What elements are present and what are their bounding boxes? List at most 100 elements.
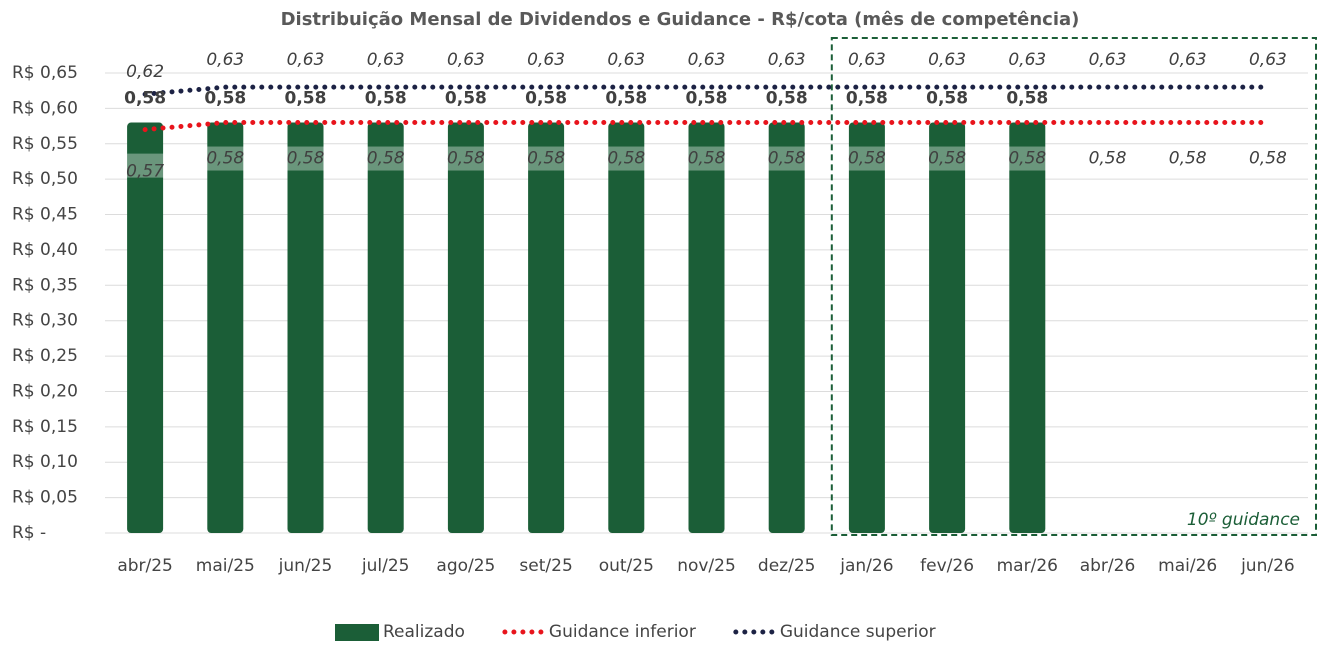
- line: [142, 84, 1271, 97]
- y-tick-label: R$ 0,45: [12, 205, 78, 225]
- data-label: 0,58: [124, 89, 166, 109]
- x-tick-label: out/25: [599, 556, 654, 576]
- data-label: 0,58: [287, 149, 325, 169]
- data-label-bg: [118, 153, 173, 178]
- bar: [367, 122, 404, 534]
- data-label: 0,58: [607, 149, 645, 169]
- data-label: 0,63: [607, 50, 645, 70]
- x-tick-label: jul/25: [361, 556, 410, 576]
- data-label-bg: [1000, 146, 1055, 171]
- data-label: 0,63: [367, 50, 405, 70]
- data-label-bg: [599, 146, 654, 171]
- guidance-box: [830, 37, 1317, 536]
- bar: [287, 122, 324, 534]
- x-tick-label: mai/25: [196, 556, 255, 576]
- data-label: 0,58: [1008, 149, 1046, 169]
- x-tick-label: jan/26: [839, 556, 893, 576]
- data-label: 0,58: [848, 149, 886, 169]
- data-label: 0,58: [445, 89, 487, 109]
- data-label: 0,63: [1089, 50, 1127, 70]
- x-tick-label: jun/26: [1240, 556, 1295, 576]
- data-label: 0,58: [1089, 149, 1127, 169]
- data-label: 0,63: [1008, 50, 1046, 70]
- data-label-bg: [920, 146, 975, 171]
- legend-label: Guidance inferior: [549, 622, 696, 641]
- y-tick-label: R$ -: [12, 523, 46, 543]
- x-tick-label: nov/25: [677, 556, 736, 576]
- bar: [688, 122, 725, 534]
- data-label-bg: [1240, 146, 1295, 171]
- y-tick-label: R$ 0,55: [12, 134, 78, 154]
- bar: [608, 122, 645, 534]
- data-label: 0,58: [605, 89, 647, 109]
- x-tick-label: set/25: [519, 556, 572, 576]
- x-tick-label: mai/26: [1158, 556, 1217, 576]
- data-label: 0,63: [287, 50, 325, 70]
- legend-swatch: [335, 624, 379, 641]
- data-label: 0,58: [527, 149, 565, 169]
- data-label: 0,58: [846, 89, 888, 109]
- data-label: 0,58: [447, 149, 485, 169]
- y-tick-label: R$ 0,40: [12, 240, 78, 260]
- data-label: 0,63: [206, 50, 244, 70]
- y-tick-label: R$ 0,05: [12, 488, 78, 508]
- bar: [447, 122, 484, 534]
- data-label-bg: [198, 146, 253, 171]
- data-label-bg: [839, 146, 894, 171]
- y-tick-label: R$ 0,35: [12, 275, 78, 295]
- data-label: 0,58: [928, 149, 966, 169]
- bar: [528, 122, 565, 534]
- y-tick-label: R$ 0,15: [12, 417, 78, 437]
- data-label: 0,58: [926, 89, 968, 109]
- annotation: 10º guidance: [1187, 510, 1300, 530]
- data-label-bg: [1080, 146, 1135, 171]
- data-label: 0,58: [1169, 149, 1207, 169]
- data-label: 0,63: [848, 50, 886, 70]
- x-tick-label: dez/25: [758, 556, 816, 576]
- y-tick-label: R$ 0,60: [12, 98, 78, 118]
- x-tick-label: jun/25: [278, 556, 333, 576]
- data-label: 0,62: [126, 62, 164, 82]
- data-label: 0,63: [1169, 50, 1207, 70]
- data-label: 0,58: [1249, 149, 1287, 169]
- data-label-bg: [278, 146, 333, 171]
- x-tick-label: fev/26: [920, 556, 974, 576]
- data-label: 0,63: [928, 50, 966, 70]
- y-tick-label: R$ 0,65: [12, 63, 78, 83]
- x-tick-label: ago/25: [436, 556, 495, 576]
- bar: [848, 122, 885, 534]
- bar: [768, 122, 805, 534]
- y-tick-label: R$ 0,10: [12, 452, 78, 472]
- data-label: 0,63: [1249, 50, 1287, 70]
- data-label: 0,57: [126, 162, 164, 182]
- data-label-bg: [358, 146, 413, 171]
- data-label: 0,58: [768, 149, 806, 169]
- data-label: 0,58: [367, 149, 405, 169]
- legend-label: Guidance superior: [780, 622, 936, 641]
- x-tick-label: mar/26: [997, 556, 1058, 576]
- bar: [929, 122, 966, 534]
- data-label: 0,63: [688, 50, 726, 70]
- legend-label: Realizado: [383, 622, 465, 641]
- data-label-bg: [759, 146, 814, 171]
- x-tick-label: abr/26: [1080, 556, 1136, 576]
- x-tick-label: abr/25: [117, 556, 173, 576]
- line: [142, 120, 1271, 133]
- bar: [1009, 122, 1046, 534]
- data-label: 0,58: [766, 89, 808, 109]
- data-label-bg: [679, 146, 734, 171]
- data-label: 0,58: [285, 89, 327, 109]
- y-tick-label: R$ 0,50: [12, 169, 78, 189]
- y-tick-label: R$ 0,20: [12, 381, 78, 401]
- chart-title: Distribuição Mensal de Dividendos e Guid…: [281, 9, 1080, 30]
- y-tick-label: R$ 0,25: [12, 346, 78, 366]
- y-tick-label: R$ 0,30: [12, 311, 78, 331]
- data-label: 0,58: [525, 89, 567, 109]
- data-label: 0,63: [768, 50, 806, 70]
- data-label: 0,58: [204, 89, 246, 109]
- data-label: 0,58: [365, 89, 407, 109]
- data-label-bg: [1160, 146, 1215, 171]
- bar: [127, 122, 164, 534]
- bar: [207, 122, 244, 534]
